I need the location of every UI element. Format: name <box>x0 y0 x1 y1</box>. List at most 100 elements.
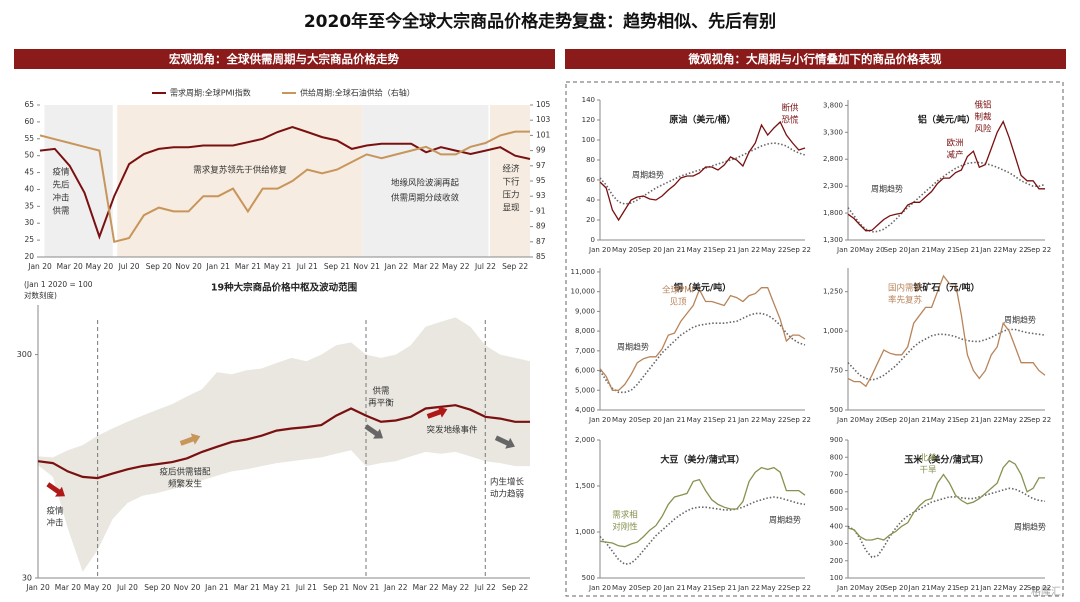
y-tick-label: 105 <box>536 100 551 109</box>
y-tick-label: 900 <box>830 436 843 444</box>
x-tick-label: Sep 20 <box>638 416 662 424</box>
x-tick-label: May 21 <box>263 583 291 592</box>
y-tick-label: 20 <box>24 252 34 261</box>
y-tick-label: 140 <box>582 96 595 104</box>
y-tick-label: 30 <box>22 574 32 583</box>
region <box>362 105 489 257</box>
chart-title: 大豆（美分/蒲式耳） <box>660 454 744 466</box>
x-tick-label: May 21 <box>264 262 292 271</box>
y-tick-label: 60 <box>586 176 595 184</box>
y-tick-label: 600 <box>830 488 843 496</box>
x-tick-label: May 20 <box>84 583 112 592</box>
x-tick-label: Jan 22 <box>737 584 760 592</box>
y-tick-label: 91 <box>536 206 546 215</box>
x-tick-label: Jan 21 <box>908 416 931 424</box>
y-tick-label: 25 <box>24 235 34 244</box>
annotation: 经济 <box>502 164 520 175</box>
y-tick-label: 1,000 <box>823 327 843 335</box>
annotation: 需求相 <box>612 510 638 521</box>
annotation: 频繁发生 <box>168 479 203 490</box>
y-tick-label: 30 <box>24 218 34 227</box>
x-tick-label: Sep 20 <box>884 416 908 424</box>
x-tick-label: May 21 <box>931 246 957 254</box>
y-tick-label: 9,000 <box>575 307 595 315</box>
x-tick-label: Nov 20 <box>175 262 202 271</box>
x-tick-label: Sep 22 <box>787 246 811 254</box>
annotation: (Jan 1 2020 = 100 <box>24 280 93 289</box>
x-tick-label: Jul 21 <box>295 583 317 592</box>
x-tick-label: Mar 20 <box>57 262 83 271</box>
x-tick-label: Jan 20 <box>836 416 859 424</box>
annotation: 减产 <box>946 150 963 161</box>
arrow <box>46 482 66 497</box>
x-tick-label: Jan 21 <box>908 584 931 592</box>
y-tick-label: 700 <box>830 471 843 479</box>
chart-title: 玉米（美分/蒲式耳） <box>904 454 988 466</box>
x-tick-label: Jul 20 <box>116 583 138 592</box>
annotation: 制裁 <box>974 112 992 123</box>
x-tick-label: Sep 21 <box>955 584 979 592</box>
y-tick-label: 1,800 <box>823 209 843 217</box>
annotation: 先后 <box>52 180 70 191</box>
annotation: 压力 <box>502 190 519 201</box>
x-tick-label: May 21 <box>931 416 957 424</box>
x-tick-label: Jan 21 <box>908 246 931 254</box>
annotation: 疫情 <box>52 167 70 178</box>
annotation: 供需 <box>52 206 69 217</box>
y-tick-label: 100 <box>582 136 595 144</box>
y-tick-label: 1,300 <box>823 236 843 244</box>
x-tick-label: Sep 21 <box>955 416 979 424</box>
y-tick-label: 500 <box>830 505 843 513</box>
x-tick-label: Jan 20 <box>27 262 52 271</box>
y-tick-label: 10,000 <box>571 288 596 296</box>
x-tick-label: Jan 22 <box>737 246 760 254</box>
y-tick-label: 500 <box>582 574 595 582</box>
annotation: 地缘风险波澜再起 <box>391 178 460 189</box>
trend-label: 周期趋势 <box>1014 522 1046 532</box>
y-tick-label: 1,500 <box>575 482 595 490</box>
x-tick-label: May 22 <box>761 584 787 592</box>
x-tick-label: May 20 <box>612 416 638 424</box>
y-tick-label: 4,000 <box>575 406 595 414</box>
region <box>117 105 363 257</box>
x-tick-label: Nov 20 <box>174 583 201 592</box>
annotation: 疫情 <box>46 506 64 517</box>
y-tick-label: 80 <box>586 156 595 164</box>
price-line <box>599 466 806 548</box>
x-tick-label: May 22 <box>1002 584 1028 592</box>
x-tick-label: Mar 22 <box>413 583 439 592</box>
x-tick-label: May 22 <box>442 262 470 271</box>
y-tick-label: 99 <box>536 146 546 155</box>
annotation: 恐慌 <box>781 115 799 126</box>
series-line <box>39 125 531 240</box>
x-tick-label: Jan 20 <box>588 584 611 592</box>
x-tick-label: Jan 21 <box>205 262 230 271</box>
y-tick-label: 89 <box>536 222 546 231</box>
y-tick-label: 400 <box>830 522 843 530</box>
chart-title: 原油（美元/桶） <box>669 114 735 126</box>
x-tick-label: Sep 20 <box>638 584 662 592</box>
annotation: 下行 <box>502 177 520 188</box>
legend-label: 需求周期:全球PMI指数 <box>170 88 251 98</box>
annotation: 显现 <box>502 204 520 214</box>
price-line <box>599 287 806 391</box>
x-tick-label: Jan 22 <box>979 246 1002 254</box>
left-header-bar <box>14 49 555 69</box>
y-tick-label: 5,000 <box>575 386 595 394</box>
arrow <box>364 424 384 439</box>
x-tick-label: Jan 20 <box>588 246 611 254</box>
annotation: 冲击 <box>46 518 63 529</box>
y-tick-label: 3,300 <box>823 128 843 136</box>
x-tick-label: May 21 <box>687 246 713 254</box>
x-tick-label: Jan 22 <box>384 262 409 271</box>
price-line <box>599 120 806 222</box>
x-tick-label: Jan 21 <box>663 416 686 424</box>
page-title: 2020年至今全球大宗商品价格走势复盘：趋势相似、先后有别 <box>304 11 776 32</box>
y-tick-label: 85 <box>536 252 546 261</box>
annotation: 冲击 <box>52 193 69 204</box>
x-tick-label: Mar 21 <box>235 262 261 271</box>
y-tick-label: 97 <box>536 161 546 170</box>
y-tick-label: 0 <box>591 236 595 244</box>
annotation: 干旱 <box>919 466 937 476</box>
arrow <box>179 433 201 446</box>
